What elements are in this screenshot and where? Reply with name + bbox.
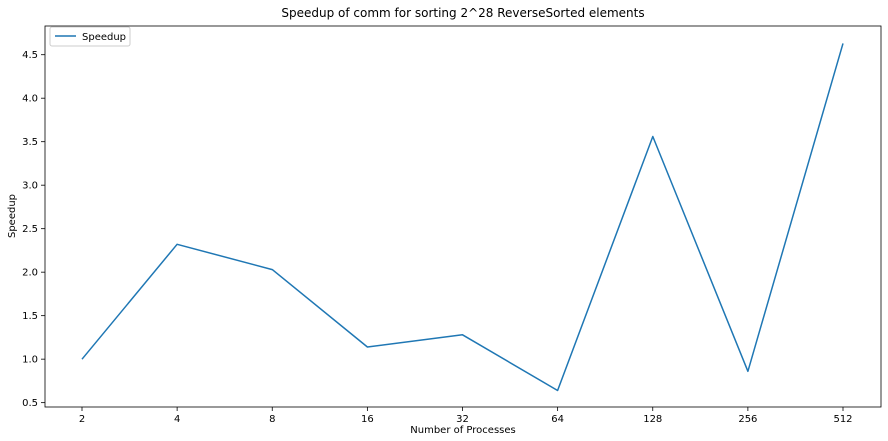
series-line-0 [81,43,844,392]
chart-title: Speedup of comm for sorting 2^28 Reverse… [281,6,644,20]
x-tick-label: 16 [361,414,374,425]
y-axis-label: Speedup [7,194,18,238]
x-tick-label: 256 [738,414,757,425]
x-tick-label: 128 [643,414,662,425]
y-axis: 0.5 1.0 1.5 2.0 2.5 3.0 3.5 4.0 4.5 [22,50,45,409]
y-tick-label: 0.5 [22,398,38,409]
y-tick-label: 1.0 [22,355,38,366]
y-tick-label: 3.0 [22,181,38,192]
x-axis: 2 4 8 16 32 64 128 256 512 [79,407,853,425]
series-layer [81,43,844,392]
x-tick-label: 32 [456,414,469,425]
y-tick-label: 3.5 [22,137,38,148]
x-tick-label: 8 [269,414,275,425]
y-tick-label: 2.0 [22,268,38,279]
x-tick-label: 4 [174,414,180,425]
legend: Speedup [49,26,131,47]
legend-box [49,26,131,47]
x-tick-label: 64 [551,414,564,425]
y-tick-label: 2.5 [22,224,38,235]
x-tick-label: 512 [833,414,852,425]
y-tick-label: 4.5 [22,50,38,61]
x-axis-label: Number of Processes [410,425,515,436]
plot-area [44,25,882,408]
y-tick-label: 4.0 [22,94,38,105]
x-tick-label: 2 [79,414,85,425]
y-tick-label: 1.5 [22,311,38,322]
legend-label: Speedup [82,32,126,43]
